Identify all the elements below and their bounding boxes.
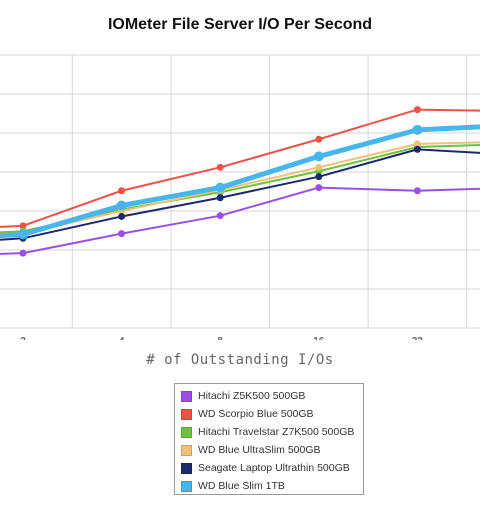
line-chart-plot: 2 4 8 16 32 — [0, 54, 480, 340]
legend-swatch — [181, 444, 192, 456]
x-tick-label: 16 — [313, 336, 325, 340]
series-point-5[interactable] — [18, 229, 28, 240]
legend-item[interactable]: Hitachi Z5K500 500GB — [181, 387, 363, 405]
series-point-0[interactable] — [118, 230, 126, 238]
series-point-1[interactable] — [19, 222, 27, 230]
x-axis-title: # of Outstanding I/Os — [146, 352, 334, 368]
legend-label: Seagate Laptop Ultrathin 500GB — [198, 462, 350, 474]
series-point-3[interactable] — [315, 163, 323, 171]
x-tick-label: 2 — [20, 336, 26, 340]
legend-label: WD Blue UltraSlim 500GB — [198, 444, 321, 456]
legend-item[interactable]: Hitachi Travelstar Z7K500 500GB — [181, 423, 363, 441]
legend-swatch — [181, 408, 192, 420]
legend-swatch — [181, 390, 192, 402]
series-point-0[interactable] — [413, 187, 421, 195]
series-point-1[interactable] — [315, 135, 323, 143]
series-point-4[interactable] — [413, 145, 421, 153]
legend-label: Hitachi Travelstar Z7K500 500GB — [198, 426, 355, 438]
series-point-5[interactable] — [116, 200, 127, 211]
legend-label: WD Scorpio Blue 500GB — [198, 408, 314, 420]
series-point-5[interactable] — [412, 124, 423, 135]
legend-swatch — [181, 480, 192, 492]
series-point-4[interactable] — [118, 212, 126, 220]
series-point-5[interactable] — [215, 182, 226, 193]
series-point-0[interactable] — [315, 184, 323, 192]
legend-label: Hitachi Z5K500 500GB — [198, 390, 306, 402]
series-point-1[interactable] — [413, 106, 421, 114]
series-point-0[interactable] — [19, 249, 27, 257]
x-tick-label: 32 — [412, 336, 424, 340]
series-point-1[interactable] — [216, 163, 224, 171]
series-point-5[interactable] — [313, 151, 324, 162]
series-point-0[interactable] — [216, 212, 224, 220]
x-tick-label: 4 — [119, 336, 125, 340]
series-point-3[interactable] — [413, 140, 421, 148]
legend-label: WD Blue Slim 1TB — [198, 480, 285, 492]
chart-title: IOMeter File Server I/O Per Second — [107, 16, 373, 33]
chart-legend: Hitachi Z5K500 500GB WD Scorpio Blue 500G… — [174, 383, 364, 495]
legend-item[interactable]: WD Blue Slim 1TB — [181, 477, 363, 495]
legend-swatch — [181, 462, 192, 474]
x-tick-label: 8 — [217, 336, 223, 340]
legend-item[interactable]: Seagate Laptop Ultrathin 500GB — [181, 459, 363, 477]
legend-item[interactable]: WD Scorpio Blue 500GB — [181, 405, 363, 423]
series-point-4[interactable] — [315, 173, 323, 181]
legend-item[interactable]: WD Blue UltraSlim 500GB — [181, 441, 363, 459]
legend-swatch — [181, 426, 192, 438]
series-point-1[interactable] — [118, 187, 126, 195]
series-point-4[interactable] — [216, 194, 224, 202]
